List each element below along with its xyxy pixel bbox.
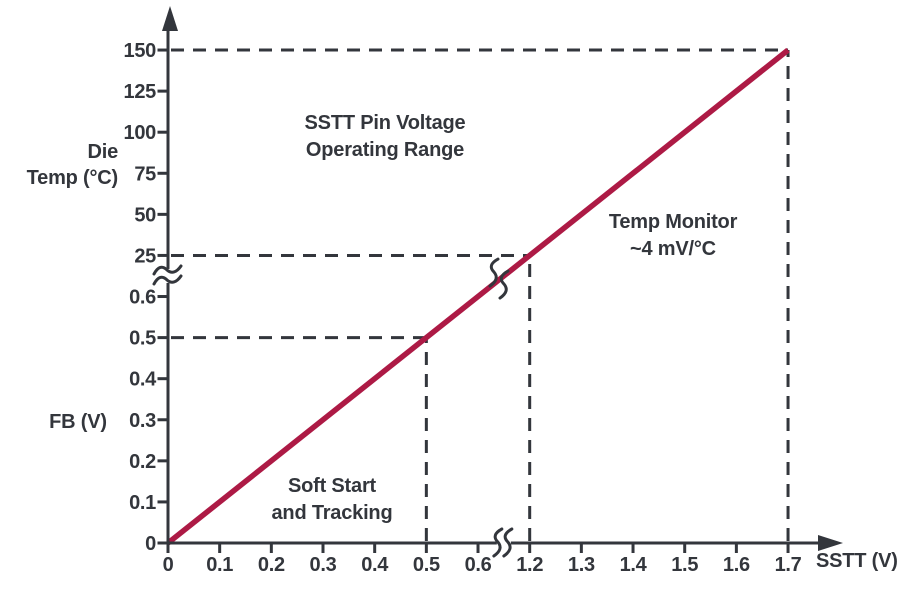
- annotation-temp-monitor-line2: ~4 mV/°C: [630, 238, 716, 260]
- x-tick-label-0.3: 0.3: [310, 554, 337, 576]
- y-tick-label-0.3: 0.3: [129, 410, 156, 432]
- y-tick-label-25: 25: [134, 245, 156, 267]
- y-axis-title-die-temp-line2: Temp (°C): [26, 167, 119, 189]
- y-axis-title-fb-text: FB (V): [49, 411, 107, 433]
- x-tick-label-0.2: 0.2: [258, 554, 285, 576]
- x-tick-label-1.2: 1.2: [516, 554, 543, 576]
- y-axis-title-fb: FB (V): [18, 409, 138, 435]
- y-axis-title-die-temp: Die Temp (°C): [0, 139, 119, 191]
- series-line-break-mark: [498, 269, 510, 300]
- x-axis-break-mark: [502, 527, 514, 558]
- x-tick-label-0.5: 0.5: [413, 554, 440, 576]
- x-axis-title: SSTT (V): [816, 548, 898, 574]
- y-axis-arrowhead: [162, 6, 178, 31]
- annotation-soft-start: Soft Start and Tracking: [182, 473, 482, 527]
- y-tick-label-150: 150: [124, 40, 157, 62]
- y-tick-label-0.5: 0.5: [129, 328, 156, 350]
- y-tick-label-125: 125: [124, 81, 157, 103]
- y-tick-label-0.4: 0.4: [129, 369, 157, 391]
- x-axis-break-gap: [496, 538, 511, 548]
- x-axis-arrowhead: [818, 535, 843, 551]
- series-line: [166, 47, 790, 546]
- x-tick-label-0: 0: [163, 554, 174, 576]
- x-tick-label-1.5: 1.5: [671, 554, 698, 576]
- y-tick-label-75: 75: [134, 163, 156, 185]
- x-tick-label-0.4: 0.4: [361, 554, 389, 576]
- y-axis-break-mark: [152, 264, 183, 276]
- x-axis-title-text: SSTT (V): [816, 550, 898, 572]
- x-tick-label-1.3: 1.3: [568, 554, 595, 576]
- x-tick-label-1.6: 1.6: [723, 554, 750, 576]
- y-tick-label-0.2: 0.2: [129, 451, 156, 473]
- x-tick-label-0.6: 0.6: [465, 554, 492, 576]
- annotation-operating-range-line1: SSTT Pin Voltage: [304, 112, 466, 134]
- annotation-soft-start-line1: Soft Start: [287, 475, 376, 497]
- annotation-temp-monitor-line1: Temp Monitor: [608, 211, 738, 233]
- x-tick-label-0.1: 0.1: [206, 554, 233, 576]
- annotation-temp-monitor: Temp Monitor ~4 mV/°C: [523, 209, 823, 263]
- y-tick-label-100: 100: [124, 122, 157, 144]
- series-line-break-mark: [488, 257, 500, 288]
- y-axis-break-gap: [163, 268, 173, 283]
- y-axis-title-die-temp-line1: Die: [87, 141, 118, 163]
- y-axis-break-mark: [152, 274, 183, 286]
- y-tick-label-0.6: 0.6: [129, 287, 156, 309]
- annotation-soft-start-line2: and Tracking: [271, 502, 393, 524]
- x-axis-break-mark: [492, 527, 504, 558]
- annotation-operating-range: SSTT Pin Voltage Operating Range: [235, 110, 535, 164]
- annotation-operating-range-line2: Operating Range: [305, 139, 465, 161]
- y-tick-label-0.1: 0.1: [129, 492, 156, 514]
- y-tick-label-50: 50: [134, 204, 156, 226]
- x-tick-label-1.7: 1.7: [775, 554, 802, 576]
- x-tick-label-1.4: 1.4: [620, 554, 648, 576]
- y-tick-label-0: 0: [145, 533, 156, 555]
